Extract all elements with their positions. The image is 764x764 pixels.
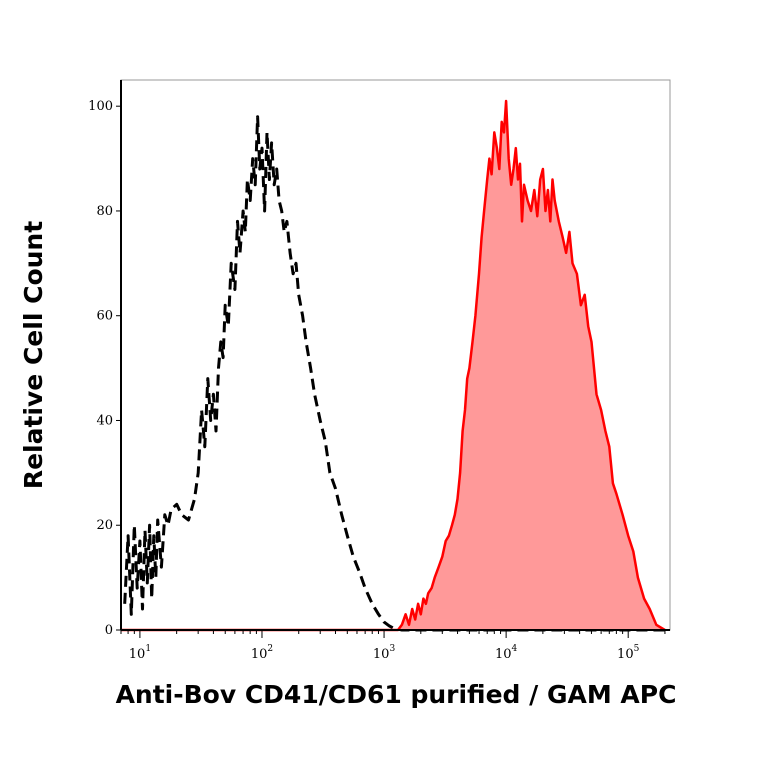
y-tick-label: 20 bbox=[96, 518, 113, 533]
x-ticks: 101 102 103 104 105 bbox=[120, 630, 666, 662]
y-tick-label: 60 bbox=[96, 309, 113, 324]
series-layer bbox=[121, 99, 666, 632]
x-tick-label: 103 bbox=[373, 644, 396, 662]
y-axis-title: Relative Cell Count bbox=[19, 221, 48, 489]
x-tick-label: 105 bbox=[617, 644, 640, 662]
series-1-line bbox=[123, 115, 665, 632]
x-tick-label: 104 bbox=[495, 644, 518, 662]
y-tick-label: 40 bbox=[96, 413, 113, 428]
x-tick-label: 102 bbox=[251, 644, 273, 662]
x-axis-title: Anti-Bov CD41/CD61 purified / GAM APC bbox=[116, 680, 677, 709]
series-2-line bbox=[121, 99, 666, 632]
x-tick-label: 101 bbox=[129, 644, 151, 662]
y-tick-label: 0 bbox=[105, 623, 113, 638]
series-2-area bbox=[121, 101, 665, 630]
y-tick-label: 80 bbox=[96, 204, 113, 219]
y-ticks: 0 20 40 60 80 100 bbox=[88, 99, 121, 638]
y-tick-label: 100 bbox=[88, 99, 113, 114]
